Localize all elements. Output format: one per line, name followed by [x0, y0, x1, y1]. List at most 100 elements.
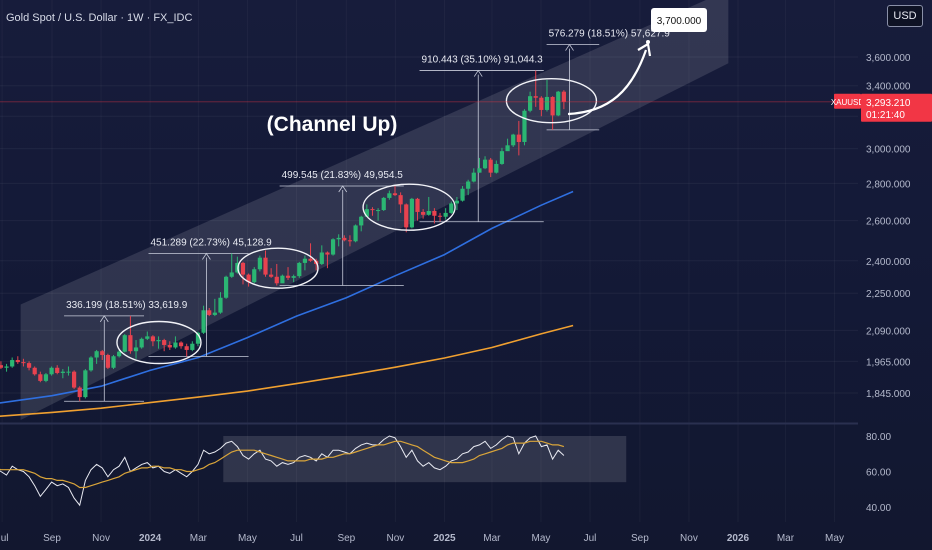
- candle-body: [302, 258, 308, 263]
- measure-label: 451.289 (22.73%) 45,128.9: [151, 238, 273, 249]
- candle-body: [499, 151, 505, 164]
- candle-body: [280, 275, 285, 284]
- candle-body: [105, 354, 110, 368]
- candle-body: [167, 344, 172, 348]
- candle-body: [246, 274, 251, 283]
- x-tick-label: Sep: [337, 533, 355, 544]
- symbol-badge-label: XAUUSD: [831, 98, 865, 107]
- candle-body: [207, 310, 212, 315]
- candle-layer: [0, 70, 566, 402]
- candle-body: [190, 343, 195, 350]
- candle-body: [212, 312, 217, 315]
- candle-body: [342, 237, 347, 241]
- candle-body: [443, 212, 448, 217]
- candle-body: [375, 210, 381, 212]
- y-tick-label: 3,000.000: [866, 145, 911, 156]
- candle-body: [100, 351, 105, 355]
- candle-body: [336, 237, 341, 240]
- candle-body: [0, 365, 4, 368]
- candle-body: [38, 374, 43, 381]
- candle-body: [139, 338, 144, 348]
- x-tick-label: 2025: [433, 533, 456, 544]
- candle-body: [263, 257, 268, 275]
- candle-body: [269, 274, 274, 277]
- channel-heading: (Channel Up): [267, 113, 398, 136]
- x-tick-label: Sep: [631, 533, 649, 544]
- target-box: [651, 8, 707, 32]
- candle-body: [66, 371, 71, 373]
- x-tick-label: Nov: [680, 533, 698, 544]
- candle-body: [133, 347, 139, 352]
- candle-body: [60, 371, 65, 373]
- currency-button[interactable]: USD: [887, 5, 923, 27]
- candle-body: [437, 215, 443, 217]
- candle-body: [10, 360, 15, 367]
- candle-body: [229, 272, 234, 277]
- ma-layer: [0, 190, 574, 417]
- measure-label: 499.545 (21.83%) 49,954.5: [282, 170, 404, 181]
- candle-body: [511, 134, 516, 146]
- candle-body: [257, 257, 262, 270]
- measure-label: 910.443 (35.10%) 91,044.3: [422, 55, 544, 66]
- rsi-tick-label: 80.00: [866, 432, 891, 443]
- candle-body: [516, 134, 521, 142]
- candle-body: [156, 340, 161, 342]
- candle-body: [55, 367, 60, 373]
- measure-label: 576.279 (18.51%) 57,627.9: [549, 29, 671, 40]
- candle-body: [240, 262, 246, 275]
- candle-body: [353, 225, 358, 242]
- price-countdown: 01:21:40: [866, 110, 905, 121]
- candle-body: [505, 145, 510, 152]
- candle-body: [173, 342, 178, 348]
- x-tick-label: Jul: [290, 533, 303, 544]
- x-tick-label: May: [532, 533, 551, 544]
- candle-body: [145, 336, 150, 339]
- y-tick-label: 2,800.000: [866, 179, 911, 190]
- rsi-highlight-band: [223, 436, 627, 483]
- candle-body: [370, 209, 375, 211]
- y-tick-label: 3,400.000: [866, 82, 911, 93]
- candle-body: [488, 159, 493, 173]
- y-tick-label: 2,400.000: [866, 257, 911, 268]
- candle-body: [550, 96, 555, 116]
- y-tick-label: 1,965.000: [866, 357, 911, 368]
- y-tick-label: 2,600.000: [866, 217, 911, 228]
- candle-body: [494, 163, 499, 173]
- ellipse-layer: [116, 78, 598, 365]
- rsi-tick-label: 40.00: [866, 503, 891, 514]
- candle-body: [223, 276, 229, 298]
- x-tick-label: 2024: [139, 533, 162, 544]
- candle-body: [325, 252, 330, 255]
- candle-body: [94, 351, 99, 358]
- candle-body: [15, 360, 20, 363]
- candle-body: [330, 239, 336, 255]
- candle-body: [482, 159, 488, 169]
- grid-layer: [0, 56, 858, 425]
- candle-body: [449, 203, 454, 213]
- highlight-ellipse: [505, 78, 598, 124]
- y-tick-label: 2,090.000: [866, 326, 911, 337]
- candle-body: [387, 193, 392, 198]
- rsi-ma-line: [0, 440, 565, 489]
- x-tick-label: May: [238, 533, 257, 544]
- projection-arrow: [567, 49, 648, 116]
- x-tick-label: Mar: [777, 533, 795, 544]
- candle-body: [111, 356, 116, 368]
- candle-body: [364, 209, 369, 217]
- x-tick-label: 2026: [727, 533, 750, 544]
- candle-body: [533, 96, 538, 98]
- highlight-ellipse: [237, 247, 319, 289]
- candle-body: [421, 211, 426, 215]
- candle-body: [544, 96, 550, 110]
- candle-body: [178, 342, 184, 347]
- candle-body: [392, 193, 398, 196]
- measure-arrow-head: [473, 69, 483, 77]
- measure-label: 336.199 (18.51%) 33,619.9: [66, 300, 188, 311]
- candle-body: [522, 110, 527, 142]
- candle-body: [409, 198, 414, 228]
- candle-body: [471, 172, 476, 182]
- candle-body: [184, 346, 189, 350]
- chart-title: Gold Spot / U.S. Dollar · 1W · FX_IDC: [6, 12, 193, 24]
- x-tick-label: Jul: [0, 533, 9, 544]
